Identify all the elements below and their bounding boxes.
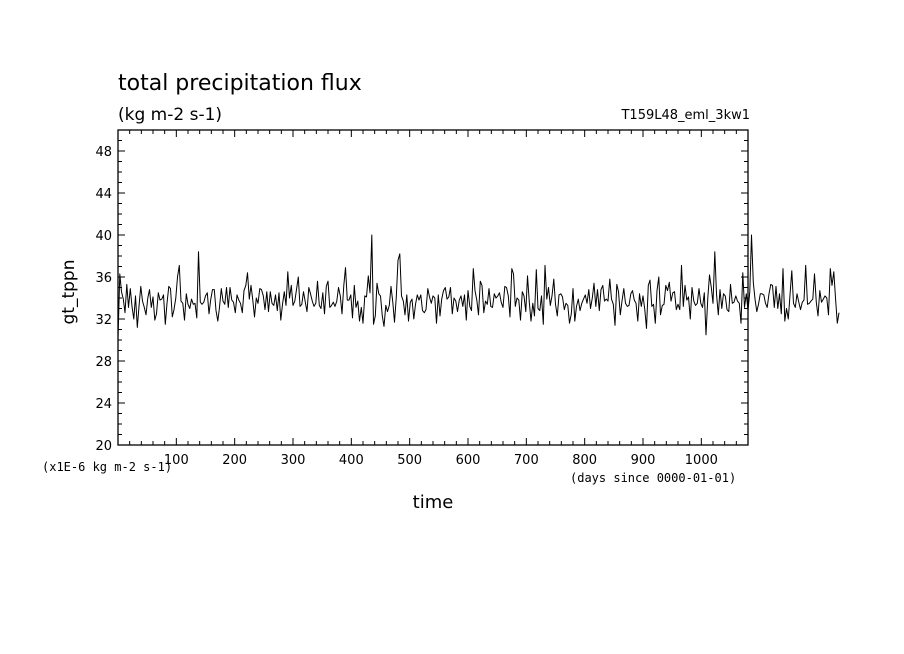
y-tick-label: 44 — [95, 187, 112, 202]
x-tick-label: 600 — [456, 453, 481, 468]
chart-title: total precipitation flux — [118, 71, 362, 96]
x-tick-label: 300 — [281, 453, 306, 468]
y-unit-note: (x1E-6 kg m-2 s-1) — [42, 460, 172, 474]
x-tick-label: 400 — [339, 453, 364, 468]
y-tick-label: 28 — [95, 355, 112, 370]
y-tick-label: 24 — [95, 397, 112, 412]
x-tick-label: 700 — [514, 453, 539, 468]
x-unit-note: (days since 0000-01-01) — [570, 471, 736, 485]
x-tick-label: 1000 — [685, 453, 718, 468]
plot-frame — [117, 129, 749, 446]
x-tick-label: 100 — [164, 453, 189, 468]
precipitation-series-line — [117, 234, 840, 339]
y-tick-label: 40 — [95, 229, 112, 244]
chart-subtitle: (kg m-2 s-1) — [118, 105, 222, 125]
tick-labels: 20 24 28 32 36 40 44 48 100 200 300 400 500 600 700 800… — [95, 145, 717, 468]
x-tick-label: 200 — [222, 453, 247, 468]
x-tick-label: 500 — [397, 453, 422, 468]
y-tick-label: 36 — [95, 271, 112, 286]
x-axis-label: time — [413, 492, 454, 513]
x-tick-label: 900 — [631, 453, 656, 468]
y-tick-label: 32 — [95, 313, 112, 328]
y-axis-label: gt_tppn — [59, 260, 79, 325]
run-label: T159L48_eml_3kw1 — [620, 108, 750, 123]
y-tick-label: 20 — [95, 439, 112, 454]
y-tick-label: 48 — [95, 145, 112, 160]
axis-ticks — [118, 130, 748, 445]
x-tick-label: 800 — [572, 453, 597, 468]
